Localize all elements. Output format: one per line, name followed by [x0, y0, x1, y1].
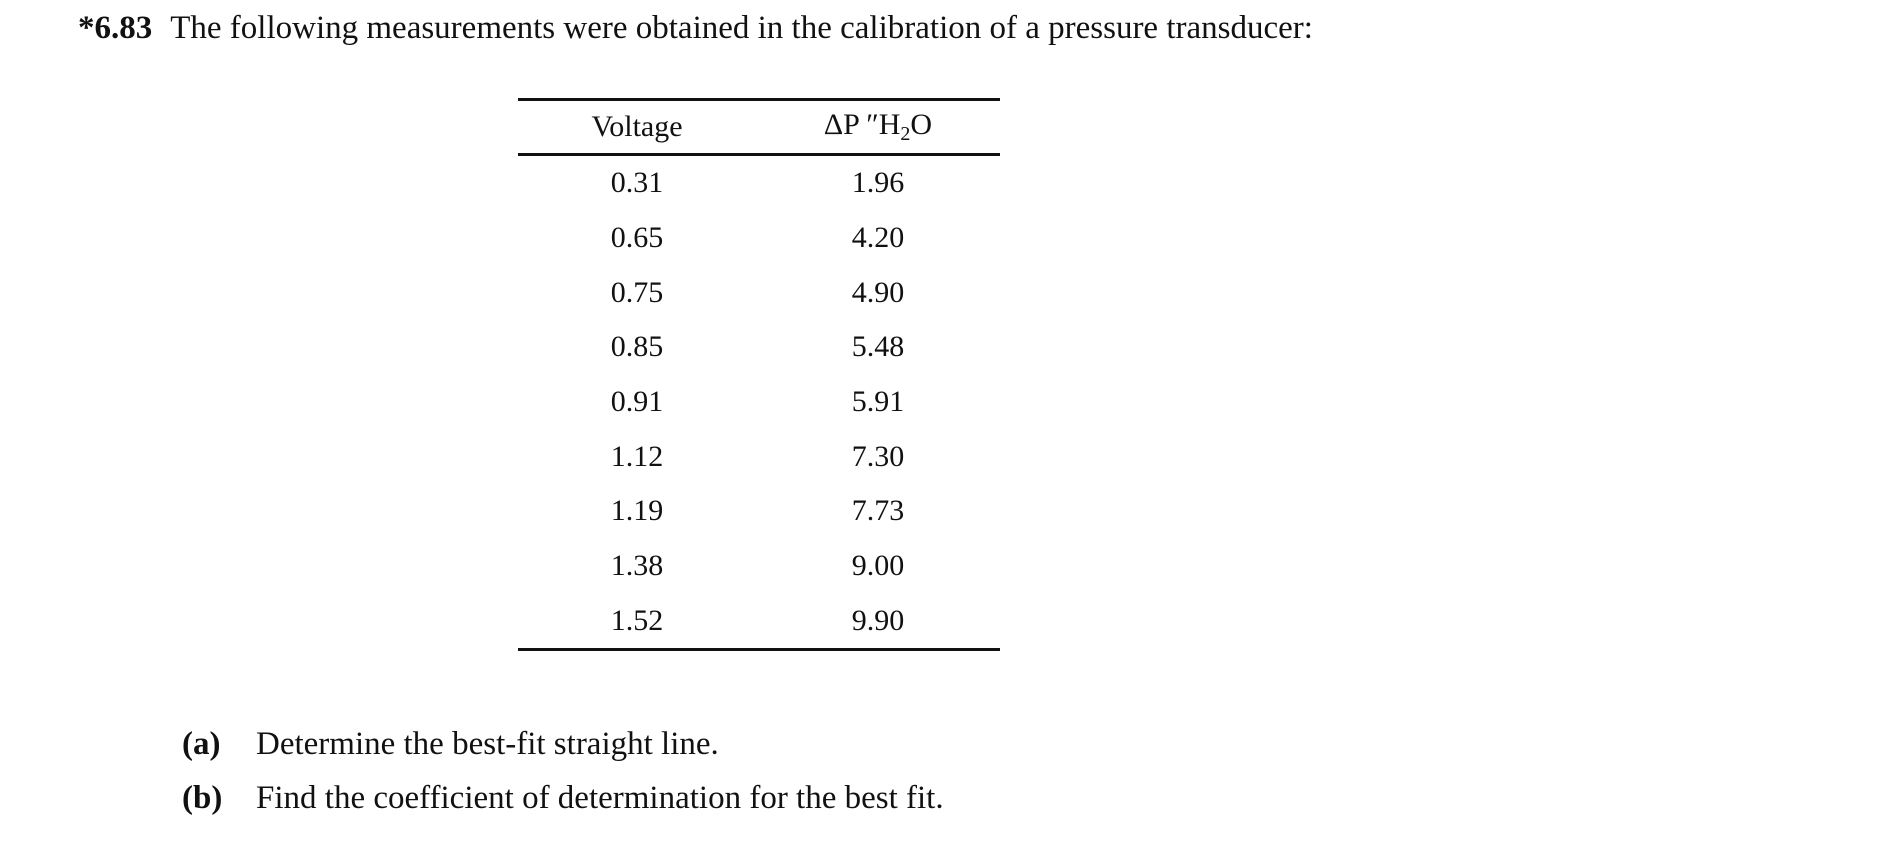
- pressure-column-header: ΔP ″H2O: [756, 100, 1000, 155]
- table-body: 0.31 1.96 0.65 4.20 0.75 4.90 0.85 5.48 …: [518, 155, 1000, 650]
- table-row: 1.52 9.90: [518, 594, 1000, 650]
- pressure-header-subscript: 2: [900, 123, 911, 145]
- part-b: (b) Find the coefficient of determination…: [182, 771, 944, 825]
- pressure-cell: 7.73: [851, 494, 905, 528]
- table-row: 1.12 7.30: [518, 429, 1000, 484]
- voltage-cell: 0.75: [610, 275, 664, 309]
- table-row: 0.31 1.96: [518, 155, 1000, 211]
- pressure-cell: 4.20: [851, 221, 905, 255]
- pressure-cell: 9.00: [851, 549, 905, 583]
- table-row: 1.38 9.00: [518, 539, 1000, 594]
- voltage-cell: 0.85: [610, 330, 664, 364]
- voltage-cell: 1.38: [610, 549, 664, 583]
- part-a-label: (a): [182, 726, 221, 762]
- part-a: (a) Determine the best-fit straight line.: [182, 717, 944, 771]
- pressure-cell: 4.90: [851, 275, 905, 309]
- voltage-column-header: Voltage: [591, 110, 683, 143]
- voltage-cell: 1.12: [610, 439, 664, 473]
- problem-number: *6.83: [78, 10, 153, 46]
- voltage-cell: 0.65: [610, 221, 664, 255]
- calibration-table: Voltage ΔP ″H2O 0.31 1.96 0.65 4.20 0.75…: [518, 98, 1000, 651]
- pressure-cell: 1.96: [851, 166, 905, 200]
- voltage-cell: 1.19: [610, 494, 664, 528]
- table-row: 0.75 4.90: [518, 265, 1000, 320]
- table-row: 1.19 7.73: [518, 484, 1000, 539]
- table-row: 0.91 5.91: [518, 375, 1000, 430]
- voltage-cell: 0.31: [610, 166, 664, 200]
- pressure-header-suffix: O: [910, 108, 933, 141]
- voltage-cell: 1.52: [610, 603, 664, 637]
- part-b-label: (b): [182, 780, 223, 816]
- table-row: 0.65 4.20: [518, 211, 1000, 266]
- problem-heading: *6.83 The following measurements were obt…: [78, 8, 1313, 48]
- pressure-cell: 9.90: [851, 603, 905, 637]
- pressure-cell: 5.48: [851, 330, 905, 364]
- problem-statement: The following measurements were obtained…: [170, 10, 1313, 46]
- pressure-cell: 5.91: [851, 385, 905, 419]
- table-row: 0.85 5.48: [518, 320, 1000, 375]
- part-b-text: Find the coefficient of determination fo…: [256, 780, 944, 816]
- part-a-text: Determine the best-fit straight line.: [256, 726, 719, 762]
- pressure-cell: 7.30: [851, 439, 905, 473]
- table-header-row: Voltage ΔP ″H2O: [518, 99, 1000, 155]
- pressure-header-prefix: ΔP ″H: [823, 108, 901, 141]
- problem-parts: (a) Determine the best-fit straight line.…: [182, 717, 944, 825]
- voltage-cell: 0.91: [610, 385, 664, 419]
